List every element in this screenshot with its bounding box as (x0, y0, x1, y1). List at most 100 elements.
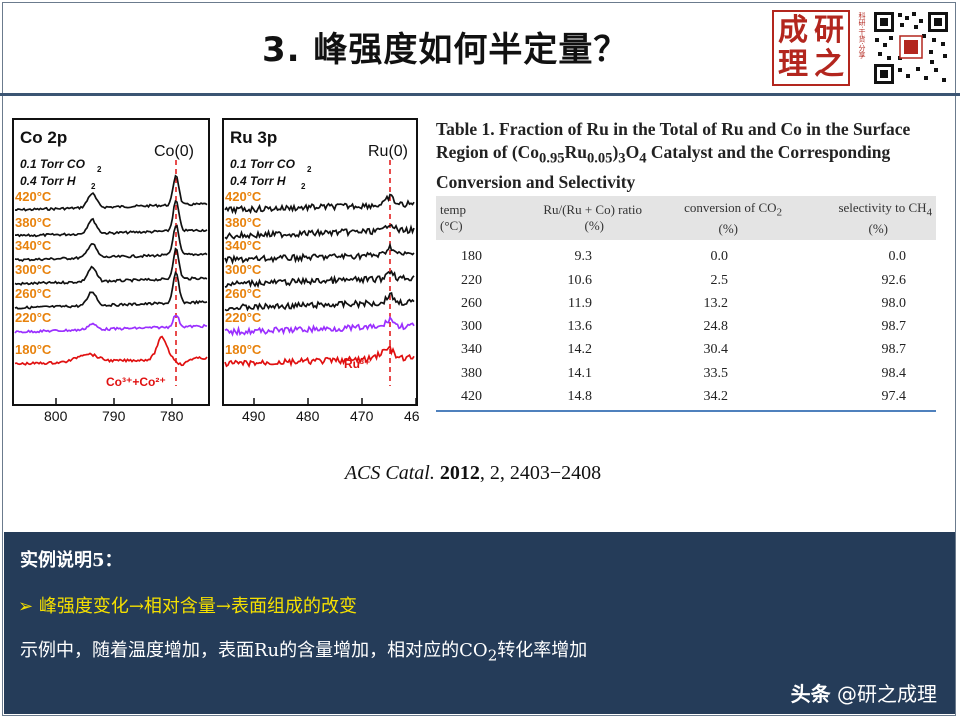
condition-label: 0.4 Torr H (20, 174, 76, 188)
x-tick-label: 470 (350, 408, 374, 424)
table-cell: 34.2 (703, 389, 729, 405)
watermark-brand: 头条 (790, 682, 831, 706)
seal-logo: 成 研 理 之 (772, 10, 850, 86)
example-panel: 实例说明5： ➢ 峰强度变化→相对含量→表面组成的改变 示例中，随着温度增加，表… (4, 532, 955, 714)
table-cell: 97.4 (881, 389, 907, 405)
condition-sub: 2 (301, 182, 306, 191)
citation: ACS Catal. 2012, 2, 2403−2408 (0, 462, 946, 485)
table-header-row: temp (°C) Ru/(Ru + Co) ratio (%) conversio… (436, 196, 936, 240)
xps-spectra: Co 2p Co(0) 0.1 Torr CO 2 0.4 Torr H 2 420°C 38… (12, 118, 428, 424)
table-row: 300 13.6 24.8 98.7 (436, 315, 936, 338)
table-cell: 14.8 (567, 389, 593, 405)
header-rule (0, 93, 960, 96)
table-row: 340 14.2 30.4 98.7 (436, 339, 936, 362)
caption-text-4: O (625, 142, 640, 162)
condition-label: 0.4 Torr H (230, 174, 286, 188)
header-ratio: Ru/(Ru + Co) ratio (%) (543, 202, 642, 234)
caption-text-5: Catalyst and the Corresponding Conversio… (436, 142, 891, 192)
watermark: 头条 @研之成理 (791, 678, 937, 707)
table-cell: 14.1 (567, 365, 593, 381)
condition-sub: 2 (91, 182, 96, 191)
description-text-2: 转化率增加 (497, 640, 588, 661)
species-label: Ru³⁺ (344, 357, 370, 371)
header-selectivity: selectivity to CH4 (%) (838, 200, 932, 236)
spectrum-trace (14, 224, 208, 262)
temperature-label: 340°C (225, 238, 262, 253)
seal-char-1: 成 (778, 13, 808, 48)
temperature-label: 380°C (225, 215, 262, 230)
temperature-label: 180°C (15, 342, 52, 357)
xps-figure: Co 2p Co(0) 0.1 Torr CO 2 0.4 Torr H 2 420°C 38… (12, 118, 428, 430)
caption-text-3: ) (612, 142, 619, 162)
temperature-label: 220°C (15, 310, 52, 325)
caption-sub-3: 3 (618, 150, 626, 167)
watermark-handle: @研之成理 (830, 682, 937, 706)
condition-sub: 2 (307, 165, 312, 174)
temperature-label: 380°C (15, 215, 52, 230)
seal-char-2: 研 (814, 13, 844, 48)
table-bottom-rule (436, 410, 936, 412)
spectrum-trace (224, 223, 415, 240)
temperature-label: 340°C (15, 238, 52, 253)
caption-sub-4: 4 (639, 150, 647, 167)
peak-label: Ru(0) (368, 143, 408, 160)
table-cell: 9.3 (574, 249, 593, 265)
spectrum-trace (224, 193, 415, 215)
spectrum-trace (224, 269, 415, 289)
seal-char-4: 之 (814, 47, 844, 82)
panel-title: Ru 3p (230, 128, 277, 147)
example-bullet-text: 峰强度变化→相对含量→表面组成的改变 (38, 596, 357, 617)
citation-details: , 2, 2403−2408 (479, 462, 602, 484)
x-tick-label: 490 (242, 408, 266, 424)
seal-subtext: 科研·干货·分享 (858, 12, 866, 59)
condition-label: 0.1 Torr CO (20, 157, 86, 171)
table-row: 180 9.3 0.0 0.0 (436, 240, 936, 269)
temperature-label: 260°C (225, 286, 262, 301)
temperature-label: 180°C (225, 342, 262, 357)
table-cell: 380 (461, 365, 482, 381)
citation-year: 2012 (439, 462, 480, 484)
caption-text-2: Ru (564, 142, 587, 162)
x-tick-label: 460 (404, 408, 420, 424)
table-cell: 98.0 (881, 295, 907, 311)
table-cell: 13.6 (567, 319, 593, 335)
spectrum-trace (224, 242, 415, 265)
table-cell: 10.6 (567, 272, 593, 288)
qr-code-icon (872, 10, 950, 86)
temperature-label: 260°C (15, 286, 52, 301)
table-row: 420 14.8 34.2 97.4 (436, 385, 936, 408)
spectrum-trace (14, 174, 208, 212)
slide-header: 3. 峰强度如何半定量？ 成 研 理 之 科研·干货·分享 (0, 0, 960, 92)
table-caption: Table 1. Fraction of Ru in the Total of … (436, 118, 936, 194)
caption-text-1: Table 1. Fraction of Ru in the Total of … (436, 119, 911, 162)
temperature-label: 220°C (225, 310, 262, 325)
temperature-label: 420°C (225, 189, 262, 204)
citation-journal: ACS Catal. (344, 462, 435, 484)
panel-title: Co 2p (20, 128, 67, 147)
seal-char-3: 理 (778, 47, 808, 82)
spectrum-trace (224, 315, 415, 337)
x-tick-label: 790 (102, 408, 126, 424)
species-label: Co³⁺+Co²⁺ (106, 375, 166, 389)
table-cell: 98.7 (881, 342, 907, 358)
temperature-label: 300°C (15, 262, 52, 277)
table-cell: 220 (461, 272, 482, 288)
table-cell: 420 (461, 389, 482, 405)
caption-sub-1: 0.95 (539, 150, 565, 167)
condition-sub: 2 (97, 165, 102, 174)
description-text-1: 示例中，随着温度增加，表面Ru的含量增加，相对应的CO (20, 640, 488, 661)
temperature-label: 420°C (15, 189, 52, 204)
spectrum-trace (224, 344, 415, 369)
table-cell: 30.4 (703, 342, 729, 358)
x-tick-label: 800 (44, 408, 68, 424)
header-temp: temp (°C) (440, 202, 466, 234)
table-row: 380 14.1 33.5 98.4 (436, 362, 936, 385)
table-cell: 300 (461, 319, 482, 335)
peak-label: Co(0) (154, 143, 194, 160)
table-row: 260 11.9 13.2 98.0 (436, 292, 936, 315)
condition-label: 0.1 Torr CO (230, 157, 296, 171)
spectrum-trace (15, 199, 208, 238)
example-description: 示例中，随着温度增加，表面Ru的含量增加，相对应的CO2转化率增加 (20, 636, 587, 665)
description-sub: 2 (487, 646, 498, 665)
